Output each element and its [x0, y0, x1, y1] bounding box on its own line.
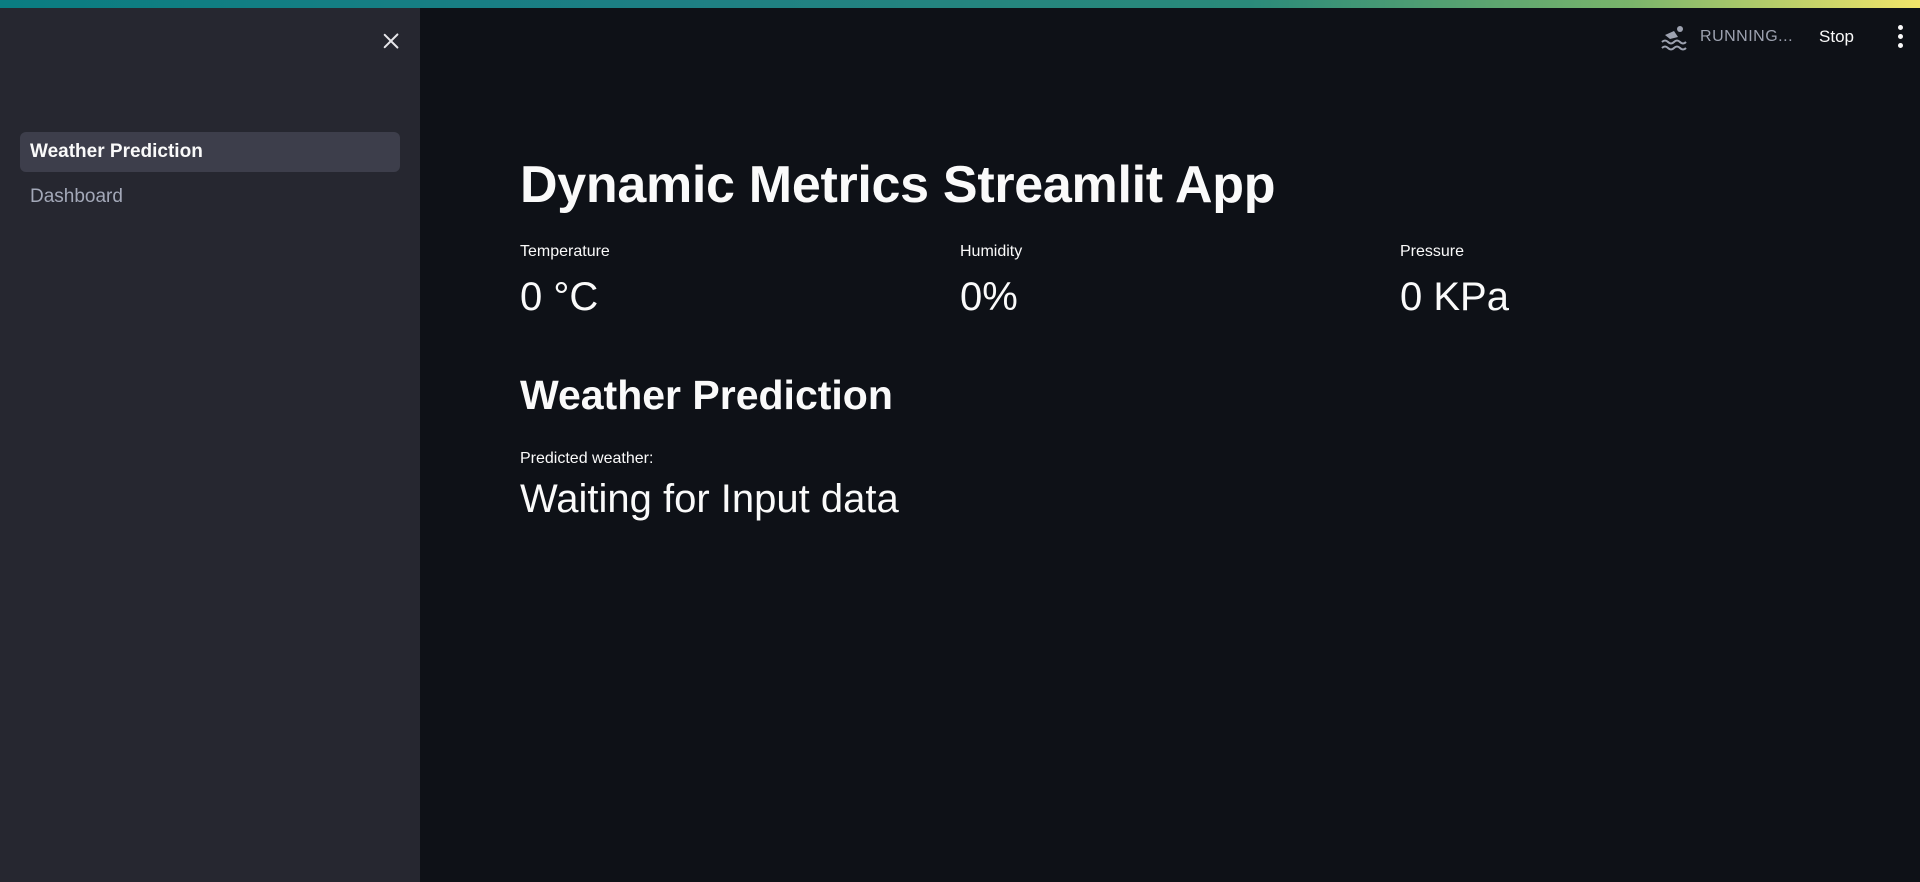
sidebar-nav: Weather Prediction Dashboard [20, 132, 400, 222]
sidebar-item-dashboard[interactable]: Dashboard [30, 186, 123, 207]
metric-label: Temperature [520, 243, 610, 260]
metric-value: 0 °C [520, 275, 599, 319]
sidebar: Weather Prediction Dashboard [0, 0, 420, 882]
metric-humidity: Humidity 0% [960, 243, 1380, 320]
header-toolbar: RUNNING... Stop [1660, 22, 1920, 52]
running-status-text: RUNNING... [1700, 28, 1794, 45]
kebab-menu-icon[interactable] [1890, 23, 1910, 51]
predicted-weather-value: Waiting for Input data [520, 477, 899, 521]
section-heading-weather-prediction: Weather Prediction [520, 372, 893, 418]
metric-value: 0 KPa [1400, 275, 1509, 319]
predicted-weather-label: Predicted weather: [520, 450, 654, 467]
sidebar-item-weather-prediction[interactable]: Weather Prediction [20, 132, 400, 172]
metric-pressure: Pressure 0 KPa [1400, 243, 1820, 320]
top-decoration-stripe [0, 0, 1920, 8]
metric-value: 0% [960, 275, 1018, 319]
close-icon[interactable] [378, 28, 404, 54]
page-title: Dynamic Metrics Streamlit App [520, 156, 1276, 214]
stop-button[interactable]: Stop [1819, 27, 1854, 46]
swimmer-running-icon [1661, 26, 1687, 51]
metric-label: Humidity [960, 243, 1023, 260]
metric-label: Pressure [1400, 243, 1465, 260]
metric-temperature: Temperature 0 °C [520, 243, 940, 320]
